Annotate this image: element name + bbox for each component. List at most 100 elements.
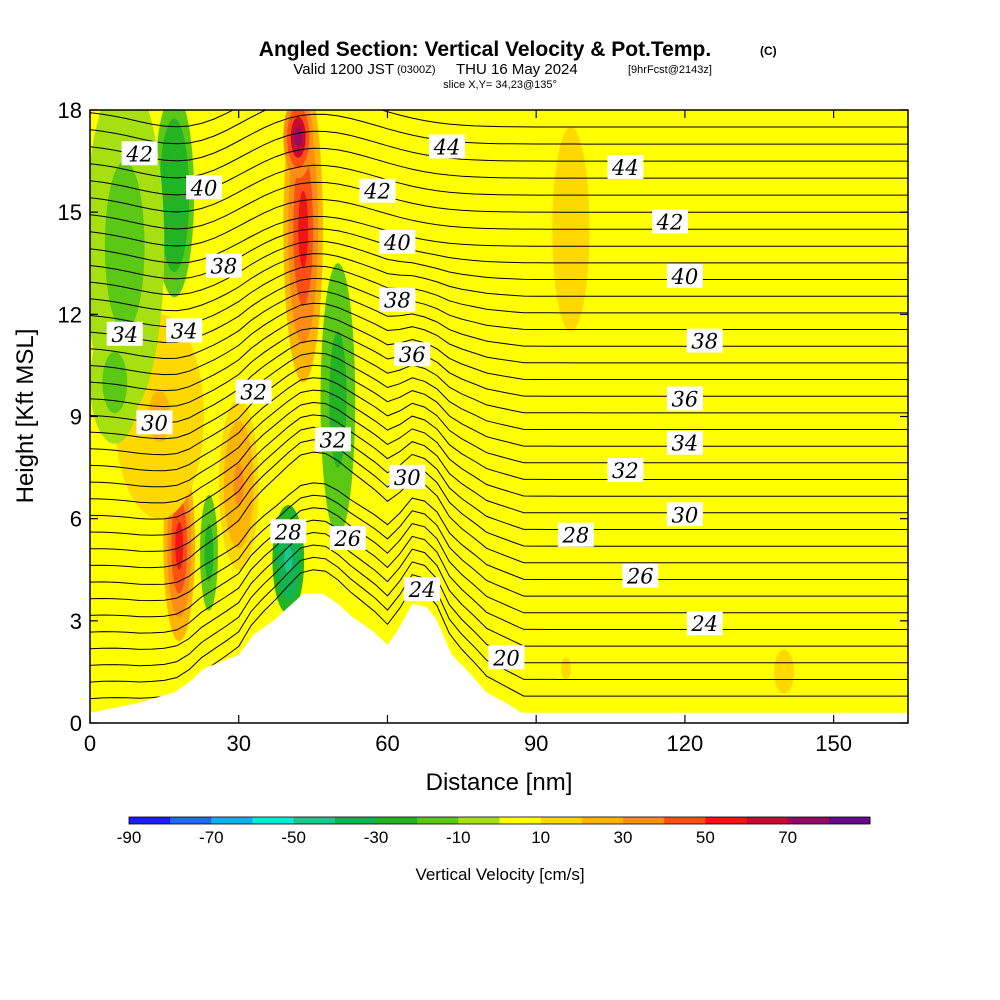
downdraft-cell-13-band-3 bbox=[108, 367, 121, 398]
contour-label-7: 32 bbox=[314, 427, 351, 452]
theta-contour-line-30 bbox=[90, 164, 908, 213]
colorbar-tick-2: -50 bbox=[281, 828, 306, 847]
colorbar-tick-6: 30 bbox=[614, 828, 633, 847]
colorbar-swatch-12 bbox=[623, 817, 665, 824]
colorbar bbox=[128, 816, 871, 825]
theta-contour-line-21 bbox=[90, 290, 908, 360]
plot-area: 42 40 38 34 34 32 30 32 28 26 44 42 40 38 36 30 24 20 44 42… bbox=[90, 110, 908, 723]
contour-label-text-4: 34 bbox=[171, 319, 198, 343]
y-tick-label-6: 18 bbox=[58, 98, 82, 123]
contour-label-18: 44 bbox=[607, 154, 644, 180]
x-tick-label-3: 90 bbox=[524, 731, 548, 756]
y-tick-label-5: 15 bbox=[58, 200, 82, 225]
slice-label: slice X,Y= 34,23@135° bbox=[443, 79, 557, 91]
theta-contour-line-17 bbox=[90, 339, 908, 424]
downdraft-cell-9-band-3 bbox=[114, 203, 135, 289]
contour-label-text-6: 30 bbox=[141, 411, 168, 435]
contour-label-6: 30 bbox=[136, 410, 173, 435]
colorbar-swatch-7 bbox=[417, 817, 459, 824]
colorbar-swatch-0 bbox=[129, 817, 171, 824]
theta-contour-line-11 bbox=[90, 414, 908, 520]
forecast-label: [9hrFcst@2143z] bbox=[628, 64, 712, 76]
colorbar-swatch-5 bbox=[334, 817, 377, 824]
contour-label-text-27: 26 bbox=[626, 565, 654, 589]
x-axis-ticks: 0 30 60 90 120 150 bbox=[84, 110, 852, 756]
colorbar-swatch-1 bbox=[170, 817, 212, 824]
x-tick-label-0: 0 bbox=[84, 731, 96, 756]
contour-label-text-8: 28 bbox=[274, 520, 302, 544]
contour-label-24: 32 bbox=[607, 457, 644, 483]
contour-labels: 42 40 38 34 34 32 30 32 28 26 44 42 40 38 36 30 24 20 44 42… bbox=[106, 134, 723, 670]
colorbar-label: Vertical Velocity [cm/s] bbox=[415, 865, 584, 884]
theta-contour-line-27 bbox=[90, 215, 908, 264]
contour-label-text-10: 44 bbox=[433, 135, 461, 159]
contour-label-9: 26 bbox=[329, 526, 366, 551]
theta-contour-line-12 bbox=[90, 401, 908, 504]
contour-label-text-9: 26 bbox=[333, 527, 361, 551]
colorbar-swatch-8 bbox=[458, 817, 500, 824]
colorbar-tick-8: 70 bbox=[778, 828, 797, 847]
colorbar-swatch-9 bbox=[499, 817, 542, 824]
contour-label-22: 36 bbox=[666, 386, 703, 411]
contour-label-2: 38 bbox=[205, 253, 242, 279]
contour-label-text-28: 24 bbox=[690, 612, 718, 636]
contour-label-text-3: 34 bbox=[111, 323, 138, 347]
theta-contour-line-33 bbox=[90, 113, 908, 162]
x-tick-label-1: 30 bbox=[226, 731, 250, 756]
updraft-cell-7-band-3 bbox=[560, 657, 571, 680]
colorbar-swatch-13 bbox=[664, 817, 706, 824]
chart-title: Angled Section: Vertical Velocity & Pot.… bbox=[259, 38, 711, 61]
contour-label-4: 34 bbox=[166, 318, 203, 343]
contour-label-text-14: 36 bbox=[399, 343, 426, 367]
contour-label-text-18: 44 bbox=[611, 156, 639, 180]
colorbar-swatch-15 bbox=[746, 817, 789, 824]
contour-label-28: 24 bbox=[686, 611, 723, 636]
contour-label-5: 32 bbox=[235, 379, 272, 405]
contour-label-text-12: 40 bbox=[383, 231, 411, 255]
theta-contour-line-14 bbox=[90, 377, 908, 472]
contour-label-text-2: 38 bbox=[210, 255, 237, 279]
theta-contour-line-18 bbox=[90, 327, 908, 408]
theta-contour-line-5 bbox=[90, 507, 908, 618]
contour-label-11: 42 bbox=[359, 178, 396, 204]
colorbar-tick-0: -90 bbox=[117, 828, 142, 847]
contour-label-12: 40 bbox=[379, 229, 416, 255]
updraft-cell-2-band-3 bbox=[233, 463, 244, 506]
contour-label-19: 42 bbox=[652, 209, 689, 234]
contour-label-27: 26 bbox=[622, 563, 659, 589]
valid-utc: (0300Z) bbox=[397, 64, 436, 76]
contour-label-text-24: 32 bbox=[612, 459, 639, 483]
contour-label-23: 34 bbox=[666, 430, 703, 456]
theta-contour-line-10 bbox=[90, 426, 908, 536]
contour-label-14: 36 bbox=[394, 342, 431, 367]
theta-contour-line-24 bbox=[90, 253, 908, 312]
theta-contour-line-35 bbox=[90, 110, 908, 128]
theta-contour-line-34 bbox=[90, 110, 908, 145]
updraft-cell-0-band-3 bbox=[175, 522, 184, 570]
colorbar-swatch-10 bbox=[540, 817, 583, 824]
contour-label-text-25: 30 bbox=[672, 503, 699, 527]
contour-label-text-16: 24 bbox=[408, 578, 436, 602]
colorbar-tick-3: -30 bbox=[364, 828, 389, 847]
theta-contour-line-6 bbox=[90, 494, 908, 602]
contour-label-1: 40 bbox=[186, 175, 223, 200]
colorbar-swatch-14 bbox=[705, 817, 747, 824]
updraft-cell-6-band-3 bbox=[779, 660, 790, 683]
contour-label-text-23: 34 bbox=[672, 432, 699, 456]
theta-contour-line-8 bbox=[90, 451, 908, 569]
x-axis-label: Distance [nm] bbox=[426, 769, 573, 796]
theta-contour-line-9 bbox=[90, 439, 908, 552]
colorbar-swatch-2 bbox=[211, 817, 253, 824]
colorbar-swatch-6 bbox=[376, 817, 418, 824]
y-tick-label-4: 12 bbox=[58, 302, 82, 327]
updraft-cell-4-band-3 bbox=[294, 127, 302, 148]
contour-label-15: 30 bbox=[389, 464, 426, 490]
contour-label-13: 38 bbox=[379, 287, 416, 313]
colorbar-swatch-11 bbox=[581, 817, 624, 824]
theta-contour-line-13 bbox=[90, 389, 908, 488]
downdraft-cell-12-band-3 bbox=[206, 538, 212, 568]
x-tick-label-2: 60 bbox=[375, 731, 399, 756]
colorbar-tick-4: -10 bbox=[446, 828, 471, 847]
